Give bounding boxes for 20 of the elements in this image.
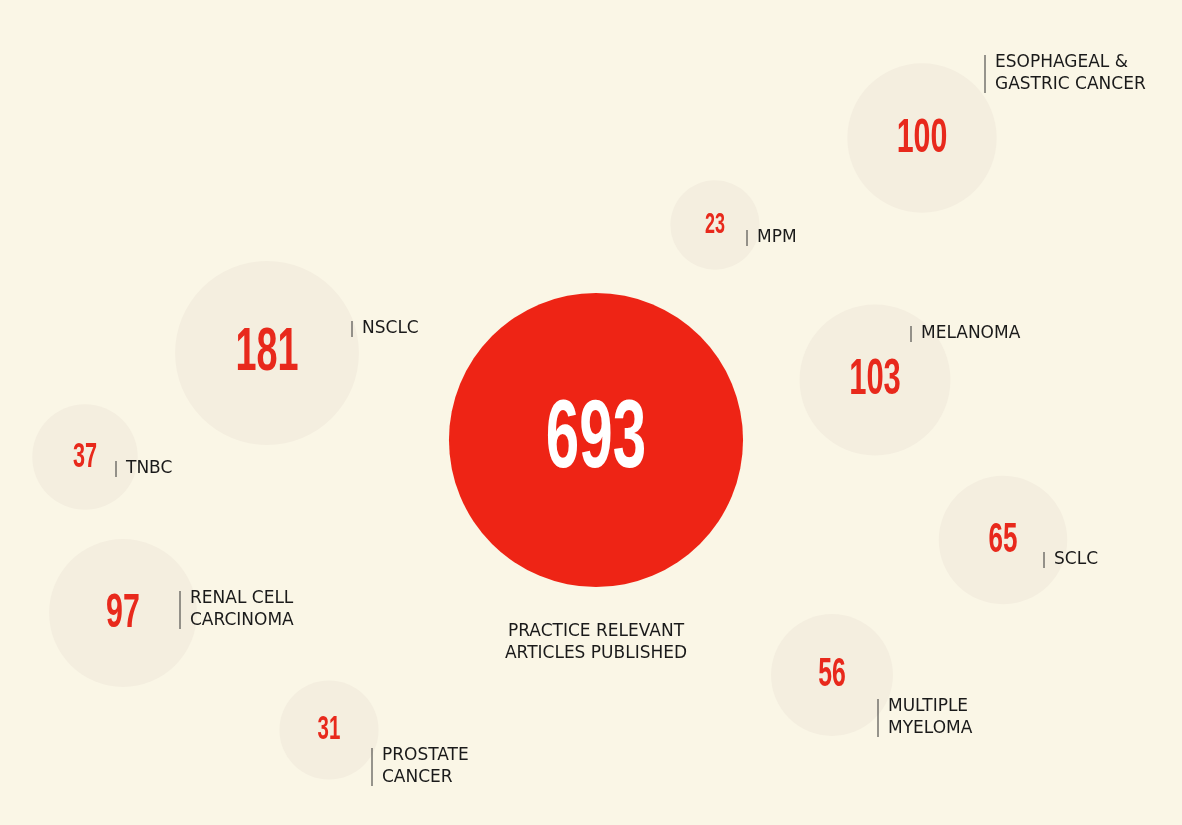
data-label: 100 [896, 107, 948, 163]
category-label: RENAL CELL CARCINOMA [190, 587, 295, 630]
data-label: 65 [988, 513, 1018, 560]
category-label: MELANOMA [921, 322, 1021, 343]
data-label: 103 [849, 348, 901, 405]
category-label: SCLC [1054, 548, 1099, 569]
category-label: MPM [757, 226, 797, 247]
data-label: 31 [317, 709, 341, 747]
category-label: ESOPHAGEAL & GASTRIC CANCER [995, 51, 1146, 94]
data-label: 37 [72, 435, 98, 474]
category-label: MULTIPLE MYELOMA [888, 695, 973, 738]
data-label: 97 [106, 582, 140, 638]
category-label: TNBC [125, 457, 173, 478]
data-label: 693 [545, 379, 647, 488]
data-label: 181 [235, 314, 299, 384]
data-label: 56 [818, 649, 846, 695]
category-label: PRACTICE RELEVANT ARTICLES PUBLISHED [504, 620, 688, 663]
category-label: NSCLC [362, 317, 419, 338]
data-label: 23 [705, 206, 725, 240]
category-label: PROSTATE CANCER [382, 744, 469, 787]
